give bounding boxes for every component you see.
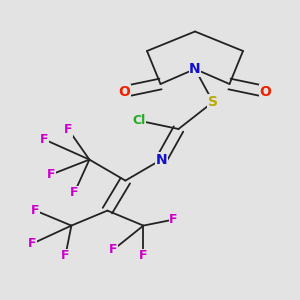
Text: F: F bbox=[70, 186, 79, 199]
Text: F: F bbox=[139, 249, 148, 262]
Text: N: N bbox=[156, 153, 167, 166]
Text: F: F bbox=[61, 249, 70, 262]
Text: F: F bbox=[31, 204, 40, 217]
Text: F: F bbox=[47, 168, 55, 181]
Text: N: N bbox=[189, 62, 201, 76]
Text: F: F bbox=[40, 133, 49, 146]
Text: F: F bbox=[28, 237, 37, 250]
Text: O: O bbox=[118, 85, 130, 98]
Text: O: O bbox=[260, 85, 272, 98]
Text: Cl: Cl bbox=[132, 114, 145, 127]
Text: S: S bbox=[208, 95, 218, 109]
Text: F: F bbox=[64, 123, 73, 136]
Text: F: F bbox=[109, 243, 118, 256]
Text: F: F bbox=[169, 213, 178, 226]
